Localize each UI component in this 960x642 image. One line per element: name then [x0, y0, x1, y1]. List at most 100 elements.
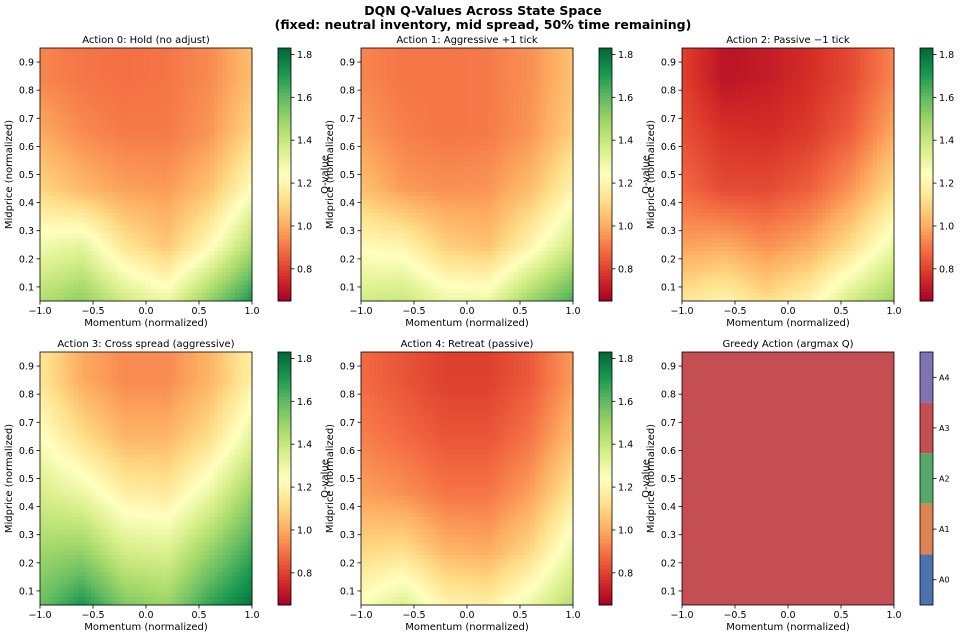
heatmap-cell — [74, 208, 79, 213]
heatmap-cell — [99, 196, 104, 201]
heatmap-cell — [53, 179, 58, 184]
heatmap-cell — [146, 229, 151, 234]
heatmap-cell — [244, 153, 249, 158]
heatmap-cell — [112, 212, 117, 217]
heatmap-cell — [146, 179, 151, 184]
heatmap-cell — [65, 145, 70, 150]
heatmap-cell — [112, 162, 117, 167]
heatmap-cell — [112, 137, 117, 142]
heatmap-cell — [121, 170, 126, 175]
heatmap-cell — [210, 141, 215, 146]
heatmap-cell — [214, 175, 219, 180]
heatmap-cell — [180, 212, 185, 217]
heatmap-cell — [197, 267, 202, 272]
heatmap-cell — [171, 149, 176, 154]
heatmap-cell — [150, 229, 155, 234]
heatmap-cell — [44, 204, 49, 209]
heatmap-cell — [61, 149, 66, 154]
heatmap-cell — [214, 132, 219, 137]
heatmap-cell — [138, 280, 143, 285]
heatmap-cell — [112, 200, 117, 205]
heatmap-cell — [142, 149, 147, 154]
heatmap-cell — [99, 208, 104, 213]
heatmap-cell — [87, 141, 92, 146]
heatmap-cell — [116, 170, 121, 175]
heatmap-cell — [201, 263, 206, 268]
heatmap-cell — [40, 284, 45, 289]
heatmap-cell — [138, 238, 143, 243]
heatmap-cell — [176, 229, 181, 234]
heatmap-cell — [138, 191, 143, 196]
heatmap-cell — [244, 200, 249, 205]
heatmap-cell — [163, 238, 168, 243]
heatmap-cell — [61, 137, 66, 142]
heatmap-cell — [74, 229, 79, 234]
heatmap-cell — [159, 246, 164, 251]
heatmap-cell — [48, 204, 53, 209]
heatmap-cell — [146, 132, 151, 137]
heatmap-cell — [44, 137, 49, 142]
heatmap-cell — [227, 259, 232, 264]
heatmap-cell — [167, 280, 172, 285]
heatmap-cell — [65, 288, 70, 293]
heatmap-cell — [188, 255, 193, 260]
heatmap-cell — [78, 271, 83, 276]
heatmap-cell — [121, 225, 126, 230]
heatmap-cell — [61, 204, 66, 209]
heatmap-cell — [82, 166, 87, 171]
heatmap-cell — [78, 250, 83, 255]
heatmap-cell — [184, 234, 189, 239]
heatmap-cell — [70, 284, 75, 289]
heatmap-cell — [57, 276, 62, 281]
heatmap-cell — [171, 153, 176, 158]
heatmap-cell — [150, 242, 155, 247]
heatmap-cell — [74, 246, 79, 251]
heatmap-cell — [180, 196, 185, 201]
heatmap-cell — [231, 263, 236, 268]
heatmap-cell — [227, 158, 232, 163]
heatmap-cell — [188, 225, 193, 230]
heatmap-cell — [180, 200, 185, 205]
heatmap-cell — [193, 128, 198, 133]
heatmap-cell — [231, 132, 236, 137]
heatmap-cell — [104, 200, 109, 205]
heatmap-cell — [218, 271, 223, 276]
heatmap-cell — [44, 271, 49, 276]
heatmap-cell — [53, 124, 58, 129]
heatmap-cell — [99, 187, 104, 192]
heatmap-cell — [91, 204, 96, 209]
heatmap-cell — [125, 242, 130, 247]
heatmap-cell — [129, 225, 134, 230]
heatmap-cell — [163, 293, 168, 298]
heatmap-cell — [180, 271, 185, 276]
heatmap-cell — [150, 280, 155, 285]
heatmap-cell — [95, 208, 100, 213]
heatmap-cell — [244, 217, 249, 222]
heatmap-cell — [138, 145, 143, 150]
heatmap-cell — [70, 293, 75, 298]
heatmap-cell — [201, 200, 206, 205]
heatmap-cell — [154, 132, 159, 137]
heatmap-cell — [133, 149, 138, 154]
heatmap-cell — [222, 255, 227, 260]
heatmap-cell — [239, 267, 244, 272]
heatmap-cell — [91, 132, 96, 137]
heatmap-cell — [197, 204, 202, 209]
heatmap-cell — [244, 175, 249, 180]
heatmap-cell — [210, 208, 215, 213]
heatmap-cell — [125, 145, 130, 150]
heatmap-cell — [142, 145, 147, 150]
heatmap-cell — [184, 263, 189, 268]
heatmap-cell — [159, 170, 164, 175]
heatmap-cell — [108, 267, 113, 272]
heatmap-cell — [44, 153, 49, 158]
heatmap-cell — [150, 284, 155, 289]
heatmap-cell — [48, 158, 53, 163]
heatmap-cell — [74, 212, 79, 217]
heatmap-cell — [154, 267, 159, 272]
heatmap-cell — [201, 132, 206, 137]
heatmap-cell — [61, 267, 66, 272]
heatmap-cell — [176, 267, 181, 272]
heatmap-cell — [205, 196, 210, 201]
